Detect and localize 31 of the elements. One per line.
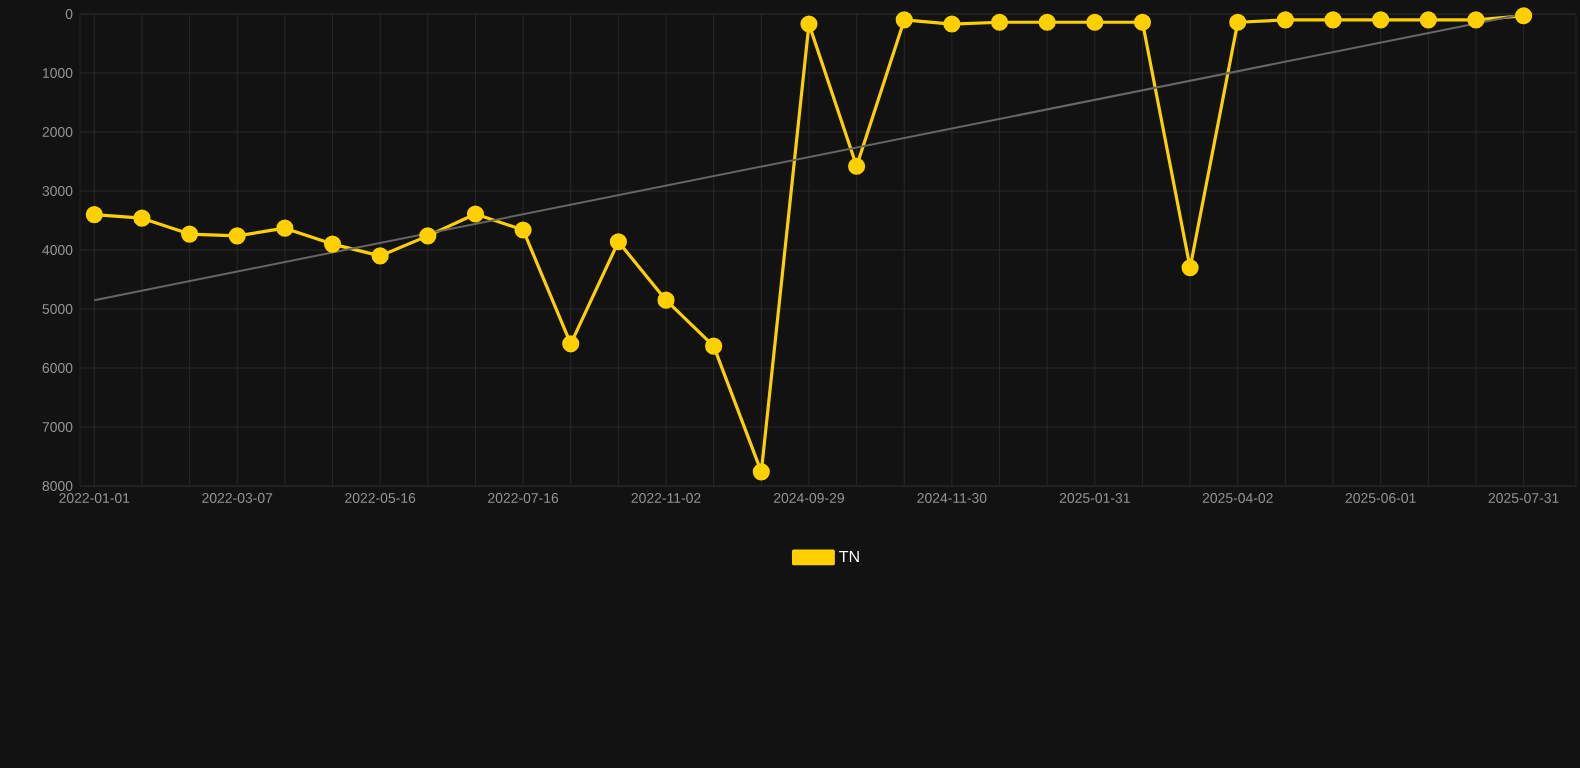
- point: [562, 335, 580, 353]
- point: [657, 291, 675, 309]
- point: [990, 13, 1009, 31]
- point: [752, 463, 770, 481]
- point: [800, 15, 818, 33]
- point: [1133, 13, 1152, 31]
- point: [1229, 13, 1247, 31]
- point: [1467, 11, 1485, 29]
- point: [1324, 11, 1342, 29]
- point: [848, 157, 866, 175]
- point: [419, 227, 437, 245]
- point: [181, 225, 199, 243]
- point: [1419, 11, 1437, 29]
- point: [323, 235, 342, 253]
- point: [1181, 259, 1199, 277]
- point: [1515, 7, 1533, 25]
- point: [1086, 13, 1104, 31]
- point: [895, 11, 913, 29]
- point: [609, 233, 627, 251]
- point: [133, 209, 151, 227]
- point: [371, 247, 389, 265]
- point: [85, 206, 103, 224]
- point: [1038, 13, 1056, 31]
- point: [514, 221, 532, 239]
- point: [276, 219, 294, 237]
- point: [228, 227, 246, 245]
- point: [705, 337, 723, 355]
- point: [466, 205, 485, 223]
- point: [943, 15, 961, 33]
- point: [1372, 11, 1390, 29]
- point: [1276, 11, 1294, 29]
